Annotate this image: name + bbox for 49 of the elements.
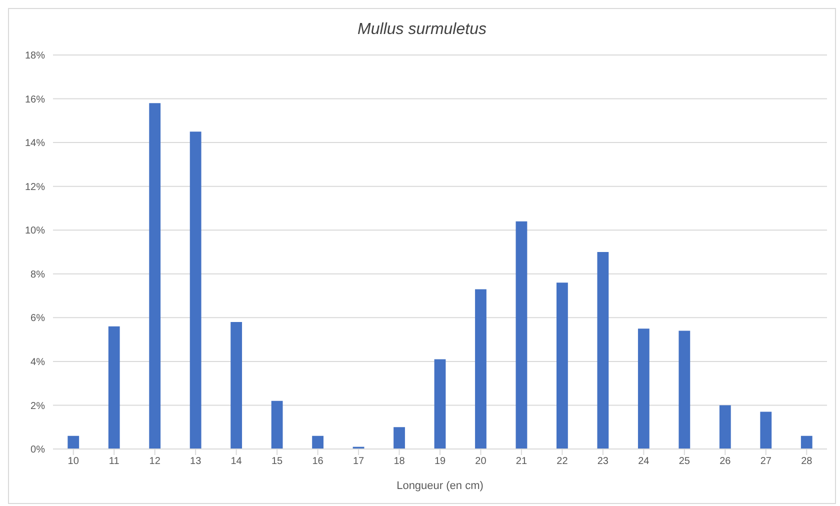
x-tick-label: 26: [720, 456, 732, 468]
x-tick-label: 13: [190, 456, 202, 468]
bar: [719, 405, 731, 449]
x-tick-label: 12: [149, 456, 161, 468]
x-tick-label: 27: [760, 456, 772, 468]
x-tick-label: 20: [475, 456, 487, 468]
bar: [108, 326, 120, 449]
x-tick-label: 17: [352, 456, 365, 468]
bar: [638, 328, 650, 449]
bar: [434, 359, 446, 449]
x-axis-title: Longueur (en cm): [396, 480, 484, 492]
y-tick-label: 2%: [30, 400, 46, 412]
bar: [190, 132, 202, 449]
x-tick-label: 14: [230, 456, 242, 468]
bar: [230, 322, 242, 449]
y-tick-label: 14%: [24, 138, 46, 150]
y-tick-label: 18%: [24, 50, 46, 62]
x-tick-label: 22: [556, 456, 568, 468]
y-tick-label: 12%: [24, 182, 46, 193]
x-tick-label: 24: [638, 456, 650, 468]
x-tick-label: 18: [394, 456, 406, 468]
bar: [271, 400, 283, 449]
bar: [516, 221, 528, 449]
x-tick-label: 10: [68, 456, 80, 468]
y-tick-label: 16%: [24, 94, 46, 106]
bar: [475, 289, 486, 449]
bar: [312, 436, 324, 449]
x-tick-label: 15: [271, 456, 284, 468]
x-tick-label: 16: [312, 456, 324, 468]
y-tick-label: 6%: [30, 313, 46, 324]
y-tick-label: 4%: [30, 356, 46, 368]
x-tick-label: 11: [108, 456, 120, 468]
y-tick-label: 0%: [30, 444, 46, 456]
x-tick-label: 23: [597, 456, 609, 468]
chart-title: Mullus surmuletus: [356, 20, 488, 40]
bar: [394, 427, 405, 449]
x-tick-label: 19: [434, 456, 446, 468]
bar: [800, 436, 812, 449]
x-tick-label: 28: [801, 456, 813, 468]
bar: [556, 282, 568, 449]
y-tick-label: 8%: [30, 269, 46, 280]
y-tick-label: 10%: [24, 226, 46, 237]
bar: [678, 330, 690, 449]
bar: [68, 436, 80, 449]
bar: [597, 252, 609, 449]
bar: [149, 103, 161, 449]
x-tick-label: 21: [516, 456, 528, 468]
x-tick-label: 25: [678, 456, 690, 468]
bar: [760, 412, 772, 449]
